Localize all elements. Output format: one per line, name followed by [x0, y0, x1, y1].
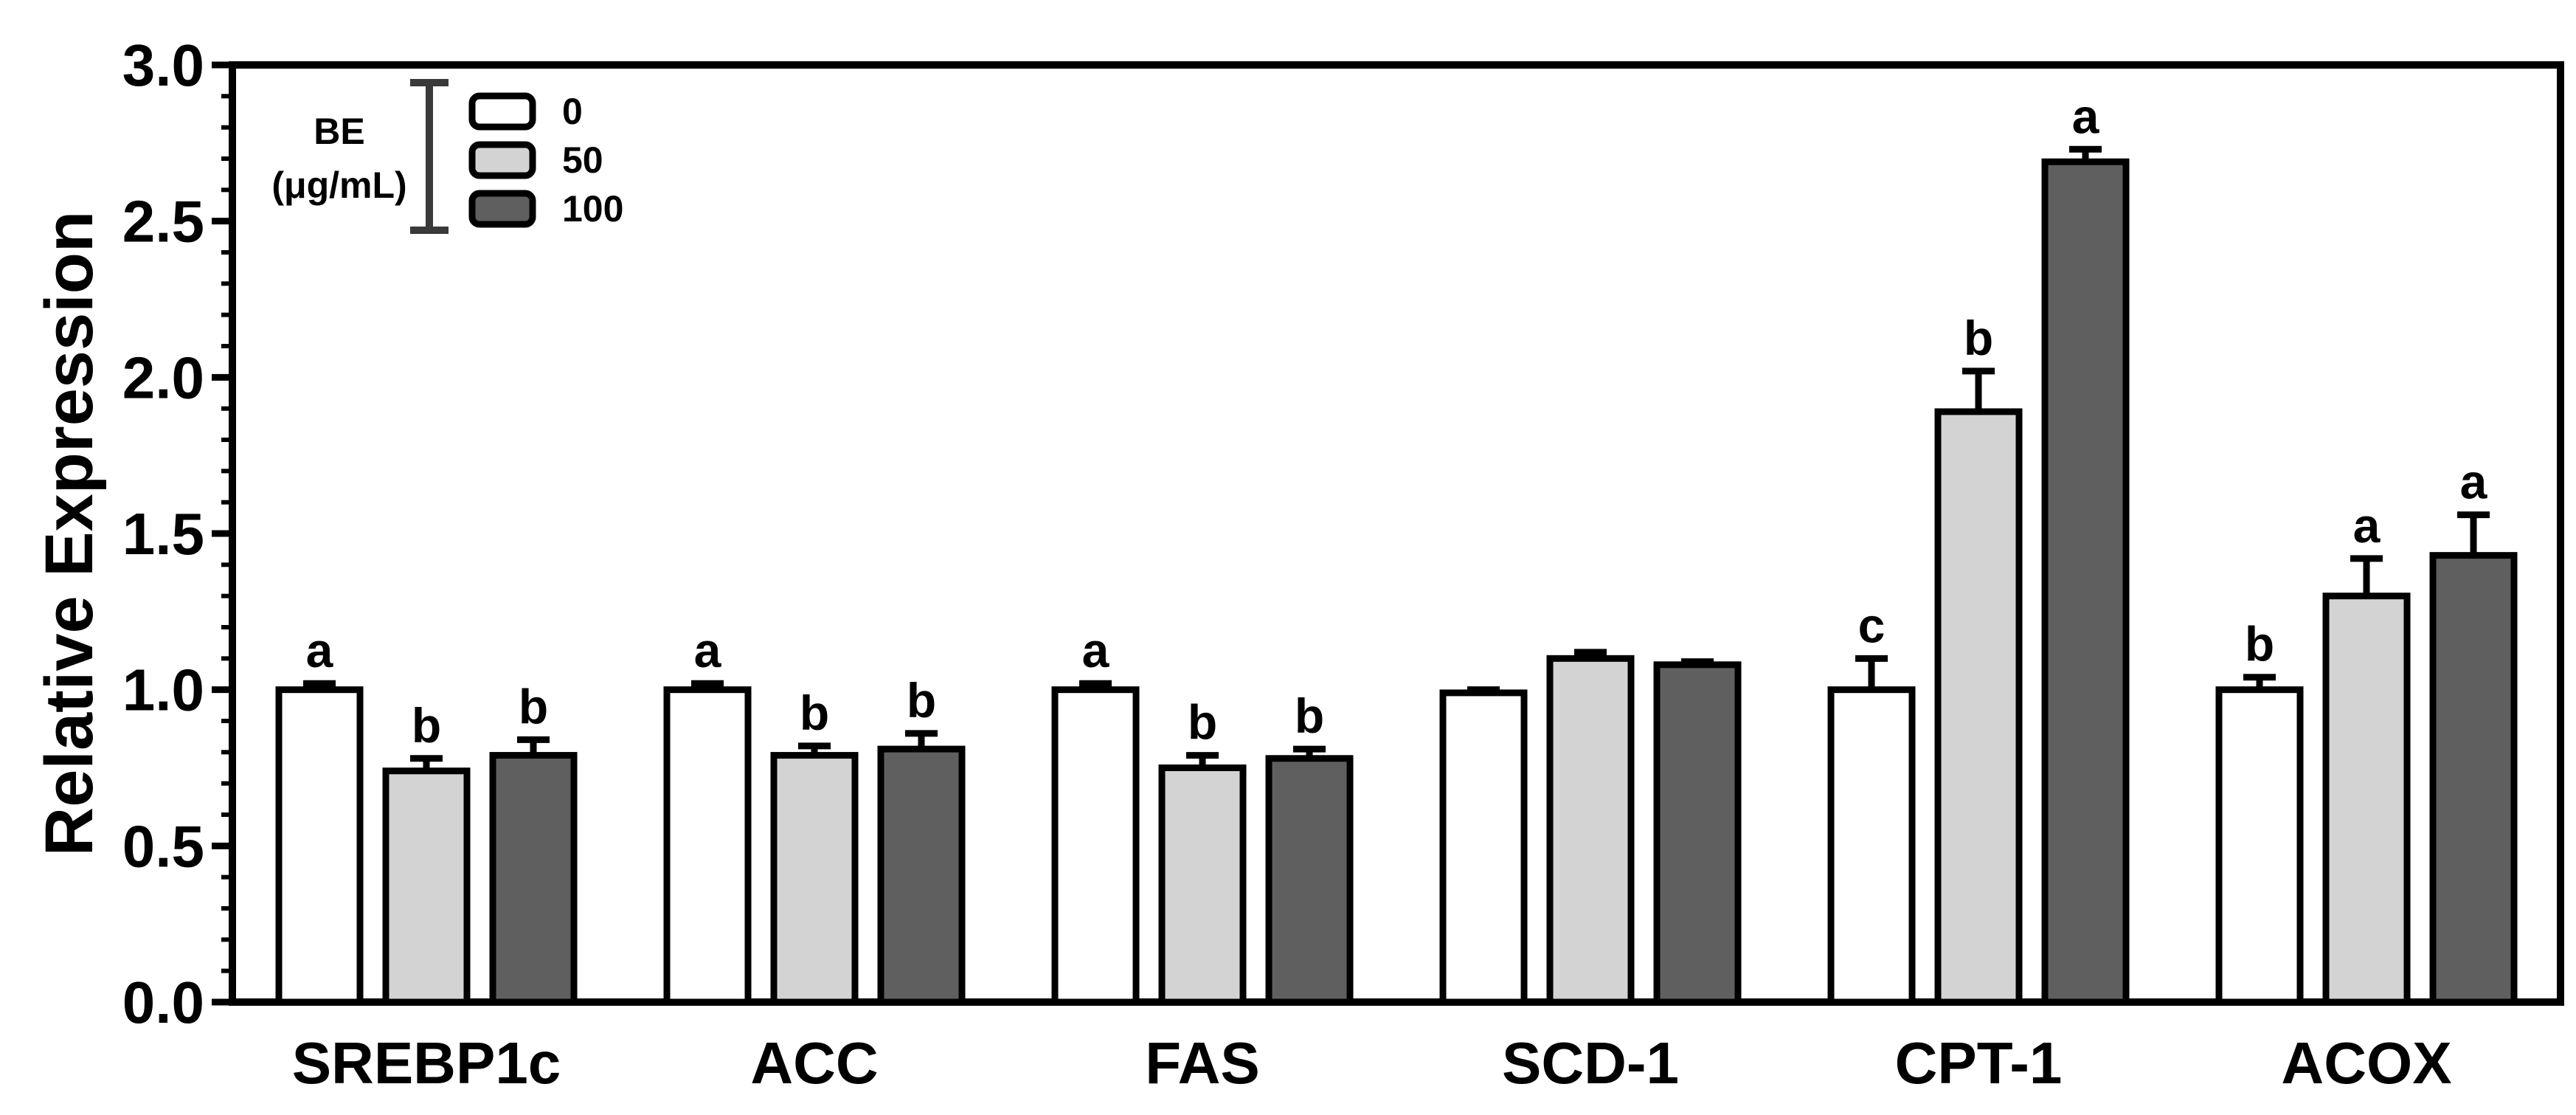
bar-layer: a b b a b b a b b c b a b a a: [275, 89, 2518, 1006]
x-axis-labels: SREBP1c ACC FAS SCD-1 CPT-1 ACOX: [292, 1030, 2452, 1096]
bar-acc-100: [877, 745, 966, 1006]
legend-swatch-100: [468, 190, 536, 228]
significance-label: a: [694, 623, 722, 677]
bar-scd-1-100: [1653, 661, 1742, 1006]
y-tick-label: 1.5: [122, 501, 204, 567]
bar-fas-100: [1265, 755, 1354, 1006]
significance-label: b: [1964, 311, 1993, 365]
y-tick-label: 3.0: [122, 32, 204, 98]
x-tick-label: CPT-1: [1895, 1030, 2063, 1096]
significance-label: b: [412, 698, 441, 753]
x-tick-label: ACC: [750, 1030, 878, 1096]
x-tick-label: ACOX: [2281, 1030, 2451, 1096]
bar-scd-1-0: [1439, 689, 1528, 1006]
y-axis-label: Relative Expression: [32, 211, 107, 856]
bar-cpt-1-50: [1934, 408, 2023, 1006]
legend-title: BE: [314, 111, 364, 152]
x-tick-label: FAS: [1145, 1030, 1260, 1096]
significance-label: b: [907, 673, 936, 728]
x-tick-label: SREBP1c: [292, 1030, 561, 1096]
y-tick-label: 1.0: [122, 657, 204, 723]
bar-srebp1c-100: [489, 752, 578, 1006]
y-axis: 0.0 0.5 1.0 1.5 2.0 2.5 3.0: [122, 32, 232, 1035]
bar-fas-0: [1051, 686, 1140, 1006]
legend-entry-label: 0: [562, 91, 583, 132]
bar-srebp1c-50: [382, 767, 471, 1006]
bar-fas-50: [1158, 764, 1247, 1006]
bar-srebp1c-0: [275, 686, 364, 1006]
bar-acox-100: [2429, 552, 2518, 1006]
bar-cpt-1-0: [1827, 686, 1916, 1006]
bar-acox-0: [2215, 686, 2304, 1006]
bar-acc-50: [770, 752, 859, 1006]
bar-scd-1-50: [1546, 655, 1635, 1006]
y-tick-label: 0.5: [122, 813, 204, 879]
y-tick-label: 0.0: [122, 970, 204, 1035]
significance-label: a: [2353, 498, 2381, 553]
significance-label: a: [2072, 89, 2100, 143]
x-tick-label: SCD-1: [1502, 1030, 1679, 1096]
bar-acox-50: [2322, 593, 2411, 1006]
bar-cpt-1-100: [2041, 158, 2130, 1006]
legend-unit: (μg/mL): [271, 165, 406, 206]
legend-entry-label: 50: [562, 139, 603, 181]
significance-label: b: [1295, 688, 1324, 743]
significance-label: b: [519, 679, 548, 733]
significance-label: c: [1858, 598, 1886, 652]
significance-label: a: [2460, 455, 2488, 509]
legend-entry-label: 100: [562, 188, 623, 229]
significance-label: a: [306, 623, 334, 677]
significance-label: a: [1082, 623, 1110, 677]
y-tick-label: 2.0: [122, 345, 204, 410]
y-tick-label: 2.5: [122, 189, 204, 255]
legend-swatch-50: [468, 141, 536, 179]
significance-label: b: [1188, 695, 1217, 750]
significance-label: b: [2245, 617, 2274, 672]
legend-swatch-0: [468, 92, 536, 131]
legend: BE (μg/mL) 0 50 100: [271, 79, 623, 234]
bar-acc-0: [663, 686, 752, 1006]
significance-label: b: [800, 686, 829, 740]
